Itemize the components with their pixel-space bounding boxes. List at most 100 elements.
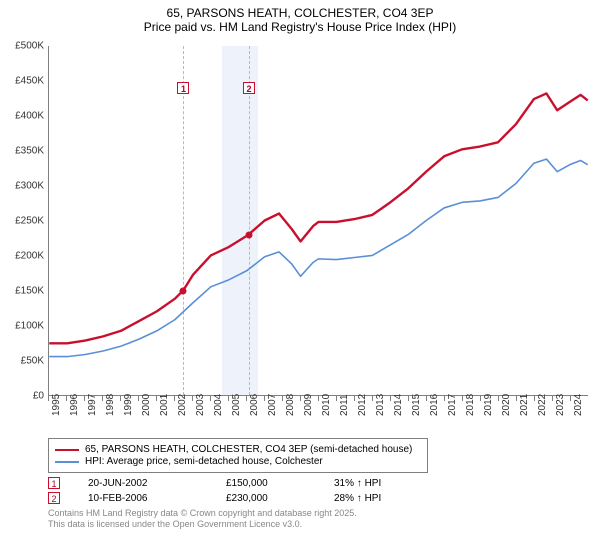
x-tick-label: 1997 [87,394,98,416]
x-tick-label: 2014 [393,394,404,416]
chart-title-block: 65, PARSONS HEATH, COLCHESTER, CO4 3EP P… [0,0,600,36]
x-tick-mark [264,396,265,401]
sale-marker-box: 2 [243,82,255,94]
footer-line2: This data is licensed under the Open Gov… [48,519,590,530]
legend-row: 65, PARSONS HEATH, COLCHESTER, CO4 3EP (… [55,444,421,455]
x-tick-label: 2003 [195,394,206,416]
sale-row: 2 10-FEB-2006 £230,000 28% ↑ HPI [48,492,590,504]
y-tick-label: £200K [0,251,44,262]
x-tick-label: 2009 [303,394,314,416]
x-tick-label: 2022 [537,394,548,416]
x-tick-mark [408,396,409,401]
legend-swatch [55,461,79,463]
sale-point-marker [180,288,187,295]
x-tick-mark [534,396,535,401]
legend-label: 65, PARSONS HEATH, COLCHESTER, CO4 3EP (… [85,444,412,455]
x-tick-mark [102,396,103,401]
sale-date: 10-FEB-2006 [88,493,198,504]
sale-note: 28% ↑ HPI [334,493,381,504]
y-tick-label: £150K [0,286,44,297]
sale-point-marker [245,232,252,239]
x-tick-label: 2000 [141,394,152,416]
legend-label: HPI: Average price, semi-detached house,… [85,456,323,467]
x-tick-label: 2004 [213,394,224,416]
footer-line1: Contains HM Land Registry data © Crown c… [48,508,590,519]
x-tick-label: 2006 [249,394,260,416]
chart-container: 12 £0£50K£100K£150K£200K£250K£300K£350K£… [0,36,600,436]
x-tick-label: 2002 [177,394,188,416]
x-tick-mark [552,396,553,401]
x-tick-mark [156,396,157,401]
x-tick-label: 2013 [375,394,386,416]
x-tick-mark [426,396,427,401]
x-tick-mark [282,396,283,401]
x-tick-label: 1998 [105,394,116,416]
y-tick-label: £0 [0,391,44,402]
x-tick-label: 2020 [501,394,512,416]
plot-area: 12 [48,46,588,396]
title-line2: Price paid vs. HM Land Registry's House … [0,20,600,34]
x-tick-mark [138,396,139,401]
x-tick-label: 2001 [159,394,170,416]
x-tick-label: 2015 [411,394,422,416]
x-tick-label: 2018 [465,394,476,416]
sale-note: 31% ↑ HPI [334,478,381,489]
sale-marker-box: 1 [177,82,189,94]
legend-box: 65, PARSONS HEATH, COLCHESTER, CO4 3EP (… [48,438,428,473]
x-tick-label: 2010 [321,394,332,416]
title-line1: 65, PARSONS HEATH, COLCHESTER, CO4 3EP [0,6,600,20]
x-tick-mark [174,396,175,401]
x-tick-label: 2012 [357,394,368,416]
sale-date: 20-JUN-2002 [88,478,198,489]
y-tick-label: £50K [0,356,44,367]
x-tick-mark [480,396,481,401]
sale-row-marker: 1 [48,477,60,489]
x-tick-mark [228,396,229,401]
x-tick-mark [444,396,445,401]
sale-row: 1 20-JUN-2002 £150,000 31% ↑ HPI [48,477,590,489]
chart-lines-svg [49,46,588,395]
x-tick-label: 2024 [573,394,584,416]
x-tick-mark [210,396,211,401]
x-tick-label: 2016 [429,394,440,416]
legend-swatch [55,449,79,451]
x-tick-label: 1996 [69,394,80,416]
y-tick-label: £350K [0,146,44,157]
x-tick-mark [336,396,337,401]
x-tick-mark [570,396,571,401]
x-tick-mark [120,396,121,401]
x-tick-label: 2007 [267,394,278,416]
x-tick-mark [300,396,301,401]
y-tick-label: £400K [0,111,44,122]
sale-price: £150,000 [226,478,306,489]
y-tick-label: £250K [0,216,44,227]
x-tick-label: 2021 [519,394,530,416]
x-tick-label: 2011 [339,394,350,416]
x-tick-mark [48,396,49,401]
x-tick-label: 2005 [231,394,242,416]
y-tick-label: £500K [0,41,44,52]
x-tick-label: 2017 [447,394,458,416]
x-tick-mark [354,396,355,401]
x-tick-label: 1995 [51,394,62,416]
x-tick-label: 2023 [555,394,566,416]
x-tick-label: 2019 [483,394,494,416]
x-tick-mark [246,396,247,401]
x-tick-mark [516,396,517,401]
x-tick-mark [390,396,391,401]
y-tick-label: £450K [0,76,44,87]
x-tick-mark [192,396,193,401]
sale-row-marker: 2 [48,492,60,504]
x-tick-mark [66,396,67,401]
x-tick-label: 2008 [285,394,296,416]
x-tick-mark [84,396,85,401]
x-tick-mark [462,396,463,401]
series-subject [49,93,587,343]
y-tick-label: £300K [0,181,44,192]
x-tick-mark [318,396,319,401]
footer-attribution: Contains HM Land Registry data © Crown c… [48,508,590,531]
sales-table: 1 20-JUN-2002 £150,000 31% ↑ HPI 2 10-FEB-200… [48,477,590,504]
legend-row: HPI: Average price, semi-detached house,… [55,456,421,467]
sale-price: £230,000 [226,493,306,504]
x-tick-mark [498,396,499,401]
